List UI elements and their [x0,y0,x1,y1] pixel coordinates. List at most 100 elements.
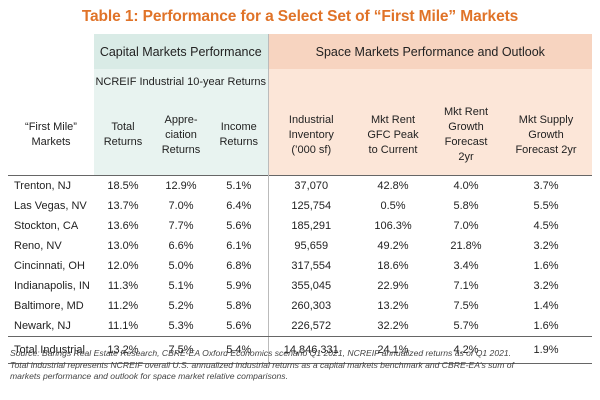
table-cell: Reno, NV [14,240,62,252]
table-cell: 18.5% [94,175,152,196]
col-header-income-returns: Income Returns [210,95,268,176]
table-row: Trenton, NJ 18.5% 12.9% 5.1% 37,070 42.8% 4.0… [8,175,593,196]
header-line: Total [111,121,135,133]
header-line: Mkt Rent [443,106,488,118]
space-markets-header: Space Markets Performance and Outlook [267,34,593,69]
header-line: Income [220,121,257,133]
header-line: to Current [368,143,418,156]
table-cell: 22.9% [377,280,409,292]
table-cell: 226,572 [267,316,354,337]
table-row: Newark, NJ 11.1% 5.3% 5.6% 226,572 32.2% 5.7%… [8,316,593,337]
table-row: Cincinnati, OH 12.0% 5.0% 6.8% 317,554 18.6%… [8,256,592,276]
table-cell: 260,303 [267,296,354,316]
total-row: Total Industrial 13.2% 7.5% 5.4% 14,846,331… [8,336,593,364]
col-header-mkt-rent-growth: Mkt Rent Growth Forecast 2yr [432,95,500,176]
table-row: Baltimore, MD 11.2% 5.2% 5.8% 260,303 13.2% 7… [8,296,592,316]
table-cell: 5.5% [533,200,559,212]
table-cell: 6.1% [226,240,252,252]
table-cell: 3.2% [533,280,559,292]
table-cell: 5.4% [210,336,268,364]
col-header-appreciation-returns: Appre-ciation Returns [152,95,210,176]
table-cell: 13.7% [107,200,139,212]
table-cell: 42.8% [354,175,432,196]
table-cell: 7.5% [152,336,210,364]
table-cell: 1.4% [533,300,559,312]
table-cell: Total Industrial [8,336,94,364]
table-cell: 5.2% [168,300,194,312]
table-cell: Indianapolis, IN [14,280,90,292]
table-cell: 7.0% [168,200,194,212]
header-line: Forecast [444,136,488,148]
table-cell: 11.3% [107,280,139,292]
table-row: Indianapolis, IN 11.3% 5.1% 5.9% 355,045 22.… [8,276,592,296]
header-line: ciation [165,128,197,141]
table-cell: 32.2% [354,316,432,337]
table-cell: 4.2% [432,336,500,364]
header-line: Returns [219,136,259,148]
table-cell: Las Vegas, NV [14,200,87,212]
column-header-row: “First Mile” Markets Total Returns Appre-c… [8,95,593,176]
table-cell: 7.1% [453,280,479,292]
col-header-total-returns: Total Returns [94,95,152,176]
table-cell: 12.9% [152,175,210,196]
table-cell: 5.3% [152,316,210,337]
table-cell: 7.0% [453,220,479,232]
table-cell: 5.7% [432,316,500,337]
header-line: GFC Peak [367,128,419,141]
header-line: Markets [31,136,71,148]
source-note: Source: Barings Real Estate Research, CB… [10,348,512,358]
capital-markets-header: Capital Markets Performance [94,34,268,69]
table-cell: 7.7% [168,220,194,232]
table-cell: 13.2% [377,300,409,312]
table-cell: Cincinnati, OH [14,260,85,272]
header-line: Returns [103,136,143,148]
table-cell: 4.5% [533,220,559,232]
table-cell: 11.1% [94,316,152,337]
table-cell: 317,554 [267,256,354,276]
table-cell: Stockton, CA [14,220,79,232]
ncreif-subheader: NCREIF Industrial 10-year Returns [94,69,268,95]
table-cell: 11.2% [107,300,139,312]
table-cell: 6.6% [168,240,194,252]
blank-corner [8,34,94,69]
col-header-mkt-rent-gfc: Mkt Rent GFC Peak to Current [354,95,432,176]
table-cell: 4.0% [432,175,500,196]
table-cell: 125,754 [267,196,354,216]
group-header-row: Capital Markets Performance Space Market… [8,34,593,69]
header-line: Mkt Supply [518,113,574,126]
table-notes: Source: Barings Real Estate Research, CB… [10,348,592,383]
total-note-line-1: Total industrial represents NCREIF overa… [10,359,514,370]
table-cell: 7.5% [453,300,479,312]
table-cell: 185,291 [267,216,354,236]
header-line: Mkt Rent [370,113,415,126]
table-title: Table 1: Performance for a Select Set of… [81,8,519,25]
table-cell: 13.2% [94,336,152,364]
col-header-mkt-supply-growth: Mkt Supply Growth Forecast 2yr [500,95,593,176]
table-cell: 13.6% [107,220,139,232]
table-cell: 12.0% [107,260,139,272]
table-cell: 5.6% [226,220,252,232]
table-cell: 5.1% [168,280,194,292]
table-cell: 106.3% [374,220,412,232]
table-row: Reno, NV 13.0% 6.6% 6.1% 95,659 49.2% 21.8% 3.… [8,236,592,256]
table-cell: 37,070 [267,175,354,196]
table-cell: 13.0% [107,240,139,252]
table-cell: 5.8% [226,300,252,312]
header-line: Industrial [288,113,334,126]
table-cell: 3.7% [500,175,593,196]
table-cell: 1.6% [500,316,593,337]
table-cell: 6.4% [226,200,252,212]
table-cell: 49.2% [377,240,409,252]
table-cell: 3.2% [533,240,559,252]
header-line: Appre- [164,113,198,126]
header-line: Growth [448,121,484,133]
table-cell: 95,659 [267,236,354,256]
table-cell: 18.6% [377,260,409,272]
table-cell: 3.4% [453,260,479,272]
table-cell: 355,045 [267,276,354,296]
header-line: (’000 sf) [291,143,332,156]
header-line: Returns [161,143,201,156]
performance-table: Capital Markets Performance Space Market… [8,34,593,364]
table-cell: 5.6% [210,316,268,337]
